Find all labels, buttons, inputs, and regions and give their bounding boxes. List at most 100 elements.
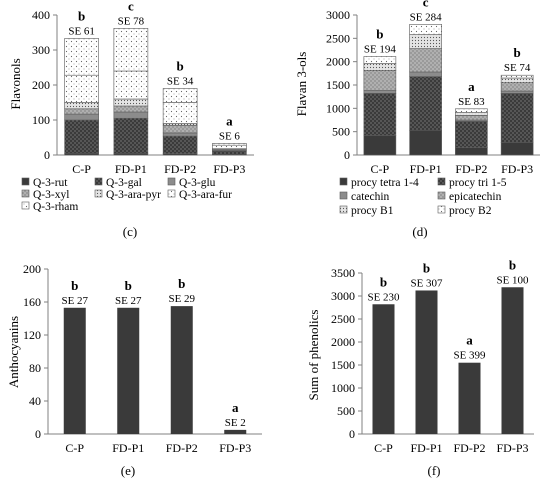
y-axis-label: Anthocyanins: [6, 316, 21, 388]
significance-letter: a: [232, 400, 239, 415]
bar-segment: [455, 115, 488, 121]
panel-label: (f): [428, 463, 441, 478]
panel-flavan-3-ols: Flavan 3-ols 0 500 1000 1500 2000 2500 3000 C-P…: [294, 0, 540, 239]
bar: [415, 290, 438, 434]
bar-segment: [363, 56, 397, 64]
se-label: SE 307: [410, 277, 443, 289]
se-label: SE 284: [410, 11, 443, 23]
bar-segment: [162, 132, 198, 137]
y-tick-label: 0: [35, 427, 41, 441]
panel-sum-of-phenolics: Sum of phenolics 0 500 1000 1500 2000 2500 300…: [306, 257, 534, 478]
bar-segment: [113, 105, 149, 113]
se-label: SE 194: [364, 44, 397, 56]
legend-swatch: [21, 177, 30, 186]
legend-swatch: [339, 177, 348, 186]
y-axis-label: Flavan 3-ols: [294, 52, 309, 117]
significance-letter: b: [514, 45, 521, 60]
y-tick-label: 1000: [331, 381, 355, 395]
bar-segment: [455, 108, 488, 113]
bar-segment: [113, 111, 149, 119]
y-tick-label: 160: [23, 295, 41, 309]
plot-area: 0 500 1000 1500 2000 2500 3000 3500 C-P FD-P1 FD-P…: [331, 257, 534, 455]
x-tick-label: FD-P2: [455, 162, 487, 176]
significance-letter: b: [380, 274, 387, 289]
y-tick-label: 2000: [331, 335, 355, 349]
bar-segment: [162, 135, 198, 154]
panel-label: (c): [123, 224, 137, 239]
bar-segment: [500, 74, 534, 79]
y-tick-label: 0: [44, 148, 50, 162]
legend-swatch: [437, 205, 446, 214]
y-tick-label: 200: [23, 262, 41, 276]
significance-letter: a: [466, 333, 473, 348]
legend-label: procy B1: [351, 205, 394, 217]
se-label: SE 399: [453, 350, 486, 362]
significance-letter: b: [178, 276, 185, 291]
legend-label: procy tri 1-5: [449, 177, 507, 189]
legend-label: Q-3-gal: [106, 177, 142, 189]
se-label: SE 27: [115, 295, 142, 307]
significance-letter: b: [423, 260, 430, 275]
legend-swatch: [167, 177, 176, 186]
se-label: SE 74: [504, 62, 531, 74]
plot-area: 0 100 200 300 400 C-P FD-P1 FD-P2 FD-P3 b SE 61 c SE…: [21, 0, 254, 213]
y-tick-label: 0: [349, 427, 355, 441]
y-tick-label: 2500: [326, 31, 350, 45]
legend-label: procy tetra 1-4: [351, 177, 419, 189]
legend-label: Q-3-rham: [33, 201, 78, 213]
x-tick-label: FD-P2: [166, 441, 198, 455]
bar-segment: [455, 147, 488, 156]
panel-label: (d): [412, 224, 427, 239]
plot-area: 0 500 1000 1500 2000 2500 3000 C-P FD-P1 FD-P2 FD-…: [326, 0, 540, 217]
y-tick-label: 1500: [326, 78, 350, 92]
y-tick-label: 400: [32, 8, 50, 22]
y-axis-label: Sum of phenolics: [306, 310, 321, 401]
se-label: SE 6: [219, 130, 241, 142]
significance-letter: c: [423, 0, 429, 9]
legend-swatch: [94, 177, 103, 186]
significance-letter: a: [468, 79, 475, 94]
bar-segment: [162, 88, 198, 103]
y-tick-label: 300: [32, 43, 50, 57]
bar-segment: [212, 144, 247, 149]
se-label: SE 2: [225, 417, 246, 429]
bar: [501, 287, 524, 434]
panel-label: (e): [121, 463, 135, 478]
bar-segment: [455, 121, 488, 148]
bar: [458, 362, 481, 434]
panel-flavonols: Flavonols 0 100 200 300 400 C-P FD-P1 FD-P2 FD-P…: [8, 0, 254, 239]
bar: [63, 307, 86, 434]
significance-letter: b: [71, 278, 78, 293]
bar-segment: [64, 38, 99, 76]
y-tick-label: 1500: [331, 358, 355, 372]
legend-swatch: [339, 191, 348, 200]
y-axis-label: Flavonols: [8, 58, 23, 109]
bar: [117, 307, 140, 434]
bar-segment: [409, 129, 442, 156]
x-tick-label: FD-P1: [410, 162, 442, 176]
legend-swatch: [21, 189, 30, 198]
bar-segment: [363, 90, 397, 94]
x-tick-label: FD-P2: [453, 441, 485, 455]
significance-letter: b: [125, 278, 132, 293]
bar: [224, 429, 247, 434]
x-tick-label: C-P: [72, 162, 91, 176]
x-tick-label: C-P: [374, 441, 393, 455]
legend-swatch: [437, 191, 446, 200]
bar-segment: [500, 77, 534, 83]
bar-segment: [64, 102, 99, 110]
bar-segment: [64, 74, 99, 103]
se-label: SE 78: [118, 15, 145, 27]
y-tick-label: 3000: [326, 8, 350, 22]
se-label: SE 100: [496, 274, 529, 286]
legend-swatch: [339, 205, 348, 214]
bar-segment: [500, 82, 534, 92]
x-tick-label: FD-P3: [213, 162, 245, 176]
y-tick-label: 1000: [326, 101, 350, 115]
x-tick-label: FD-P3: [496, 441, 528, 455]
y-tick-label: 80: [29, 361, 41, 375]
bar: [372, 304, 395, 434]
x-tick-label: FD-P3: [501, 162, 533, 176]
